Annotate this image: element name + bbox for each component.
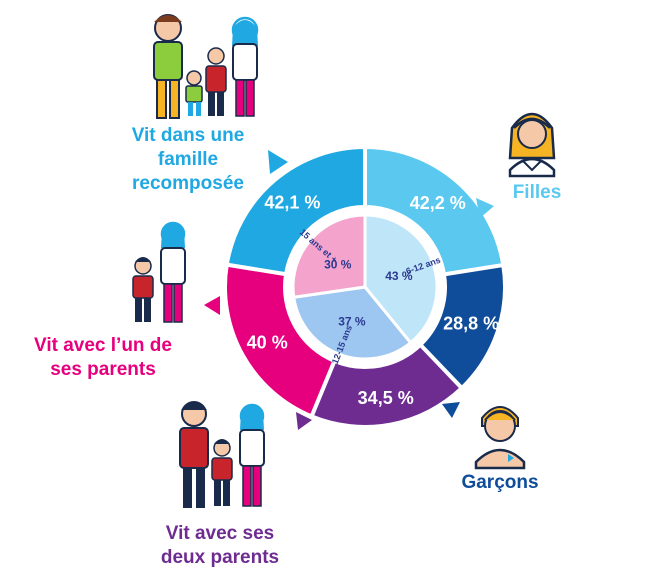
outer-value-labels: 42,2 % 28,8 % 34,5 % 40 % 42,1 % [247,193,499,408]
inner-slice-6-12-ans [363,213,439,345]
label-recomposee-line1: Vit dans une [131,125,245,146]
outer-slice-vit-avec-l-un-de-ses-parents [223,262,338,420]
outer-slice-vit-dans-une-famille-recomposee [224,144,367,277]
label-filles: Filles [512,182,562,203]
outer-ring [223,144,507,429]
label-un-parent-line2: ses parents [50,359,156,380]
outer-slice-filles [363,144,506,277]
outer-value-label-vit-dans-une-famille-recomposee: 42,1 % [264,193,320,213]
label-recomposee: Vit dans une famille recomposée [108,124,268,196]
label-recomposee-line2: famille [157,149,219,170]
outer-value-label-vit-avec-l-un-de-ses-parents: 40 % [247,333,288,353]
inner-value-label-6-12-ans: 43 % [385,269,413,283]
inner-value-label-15-ans-et: 30 % [324,257,352,271]
parent-child-icon [132,221,186,323]
label-deux-parents-line1: Vit avec ses [165,523,275,544]
arrow-filles-icon [476,198,494,218]
label-recomposee-line3: recomposée [132,173,244,194]
arrow-un-parent-icon [204,296,220,315]
boy-icon [474,406,526,470]
label-un-parent: Vit avec l’un de ses parents [8,334,198,382]
arrow-garcons-icon [442,402,460,418]
label-un-parent-line1: Vit avec l’un de [34,335,172,356]
family-recomposed-icon [153,14,259,119]
label-deux-parents-line2: deux parents [160,547,280,568]
arrow-deux-parents-icon [296,412,312,430]
girl-icon [508,112,556,178]
family-two-parents-icon [179,401,265,508]
label-garcons: Garçons [461,472,539,493]
label-deux-parents: Vit avec ses deux parents [140,522,300,570]
inner-value-label-12-15-ans: 37 % [338,315,366,329]
inner-ring [291,213,439,361]
arrow-recomposee-icon [268,150,288,174]
outer-value-label-vit-avec-ses-deux-parents: 34,5 % [358,388,414,408]
inner-slice-12-15-ans [292,285,413,361]
outer-value-label-garcons: 28,8 % [443,314,499,334]
inner-slice-15-ans-et [291,213,367,299]
outer-value-label-filles: 42,2 % [410,193,466,213]
